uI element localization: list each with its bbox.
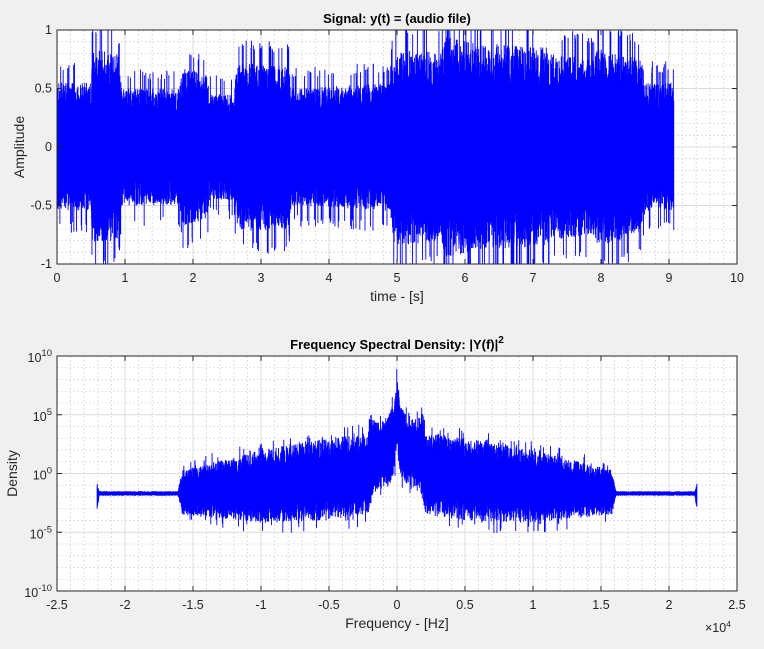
x-tick-label: 9 (666, 271, 673, 285)
x-tick-label: 6 (462, 271, 469, 285)
x-tick-label: 1 (530, 598, 537, 612)
x-tick-label: 0 (54, 271, 61, 285)
y-tick-label: 100 (33, 466, 52, 483)
x-tick-label: 2 (666, 598, 673, 612)
y-axis-label: Density (4, 450, 20, 497)
y-tick-label: 1 (45, 23, 52, 37)
x-tick-label: 2 (190, 271, 197, 285)
tick-base: 10 (33, 469, 47, 483)
multiplier-exponent: 4 (726, 619, 731, 629)
x-tick-label: -1 (255, 598, 266, 612)
signal-plot: 0 1 2 3 4 5 6 7 8 9 10 -1 -0.5 0 0.5 1 Signal: y(t) = (a… (11, 11, 744, 304)
chart-title: Signal: y(t) = (audio file) (323, 11, 471, 26)
tick-exponent: -5 (44, 524, 52, 535)
y-tick-label: 0 (45, 140, 52, 154)
x-axis-multiplier: ×104 (705, 619, 731, 635)
tick-base: 10 (28, 351, 42, 365)
title-text: Signal: y(t) = (audio file) (323, 11, 471, 26)
y-tick-label: -0.5 (30, 199, 52, 213)
x-tick-label: 10 (730, 271, 744, 285)
tick-exponent: 10 (41, 348, 52, 359)
x-tick-label: 5 (394, 271, 401, 285)
tick-base: 10 (24, 586, 38, 600)
chart-title: Frequency Spectral Density: |Y(f)|2 (290, 335, 504, 352)
x-tick-label: -2.5 (46, 598, 68, 612)
tick-exponent: 5 (47, 407, 52, 418)
x-tick-label: 4 (326, 271, 333, 285)
x-tick-label: 0.5 (456, 598, 473, 612)
x-tick-label: -2 (119, 598, 130, 612)
tick-base: 10 (33, 410, 47, 424)
tick-exponent: 0 (47, 466, 52, 477)
x-tick-label: 7 (530, 271, 537, 285)
x-tick-label: -0.5 (318, 598, 340, 612)
x-tick-label: -1.5 (182, 598, 204, 612)
x-tick-label: 3 (258, 271, 265, 285)
y-tick-label: 10-10 (24, 583, 52, 600)
spectrum-plot: -2.5 -2 -1.5 -1 -0.5 0 0.5 1 1.5 2 2.510-1010-5100… (4, 335, 746, 635)
y-tick-label: 0.5 (35, 82, 52, 96)
tick-base: 10 (30, 527, 44, 541)
title-text: Frequency Spectral Density: |Y(f)| (290, 337, 498, 352)
spectrum-line (96, 369, 698, 533)
x-axis-label: time - [s] (370, 288, 424, 304)
x-tick-label: 1.5 (592, 598, 609, 612)
title-superscript: 2 (498, 335, 504, 346)
x-tick-label: 1 (122, 271, 129, 285)
tick-exponent: -10 (38, 583, 52, 594)
y-tick-label: 1010 (28, 348, 52, 365)
x-axis-label: Frequency - [Hz] (345, 615, 448, 631)
y-tick-label: 105 (33, 407, 52, 424)
y-tick-label: -1 (41, 257, 52, 271)
x-tick-label: 0 (394, 598, 401, 612)
x-tick-label: 2.5 (728, 598, 745, 612)
y-axis-label: Amplitude (11, 116, 27, 178)
x-tick-label: 8 (598, 271, 605, 285)
multiplier-base: ×10 (705, 621, 726, 635)
y-tick-label: 10-5 (30, 524, 52, 541)
